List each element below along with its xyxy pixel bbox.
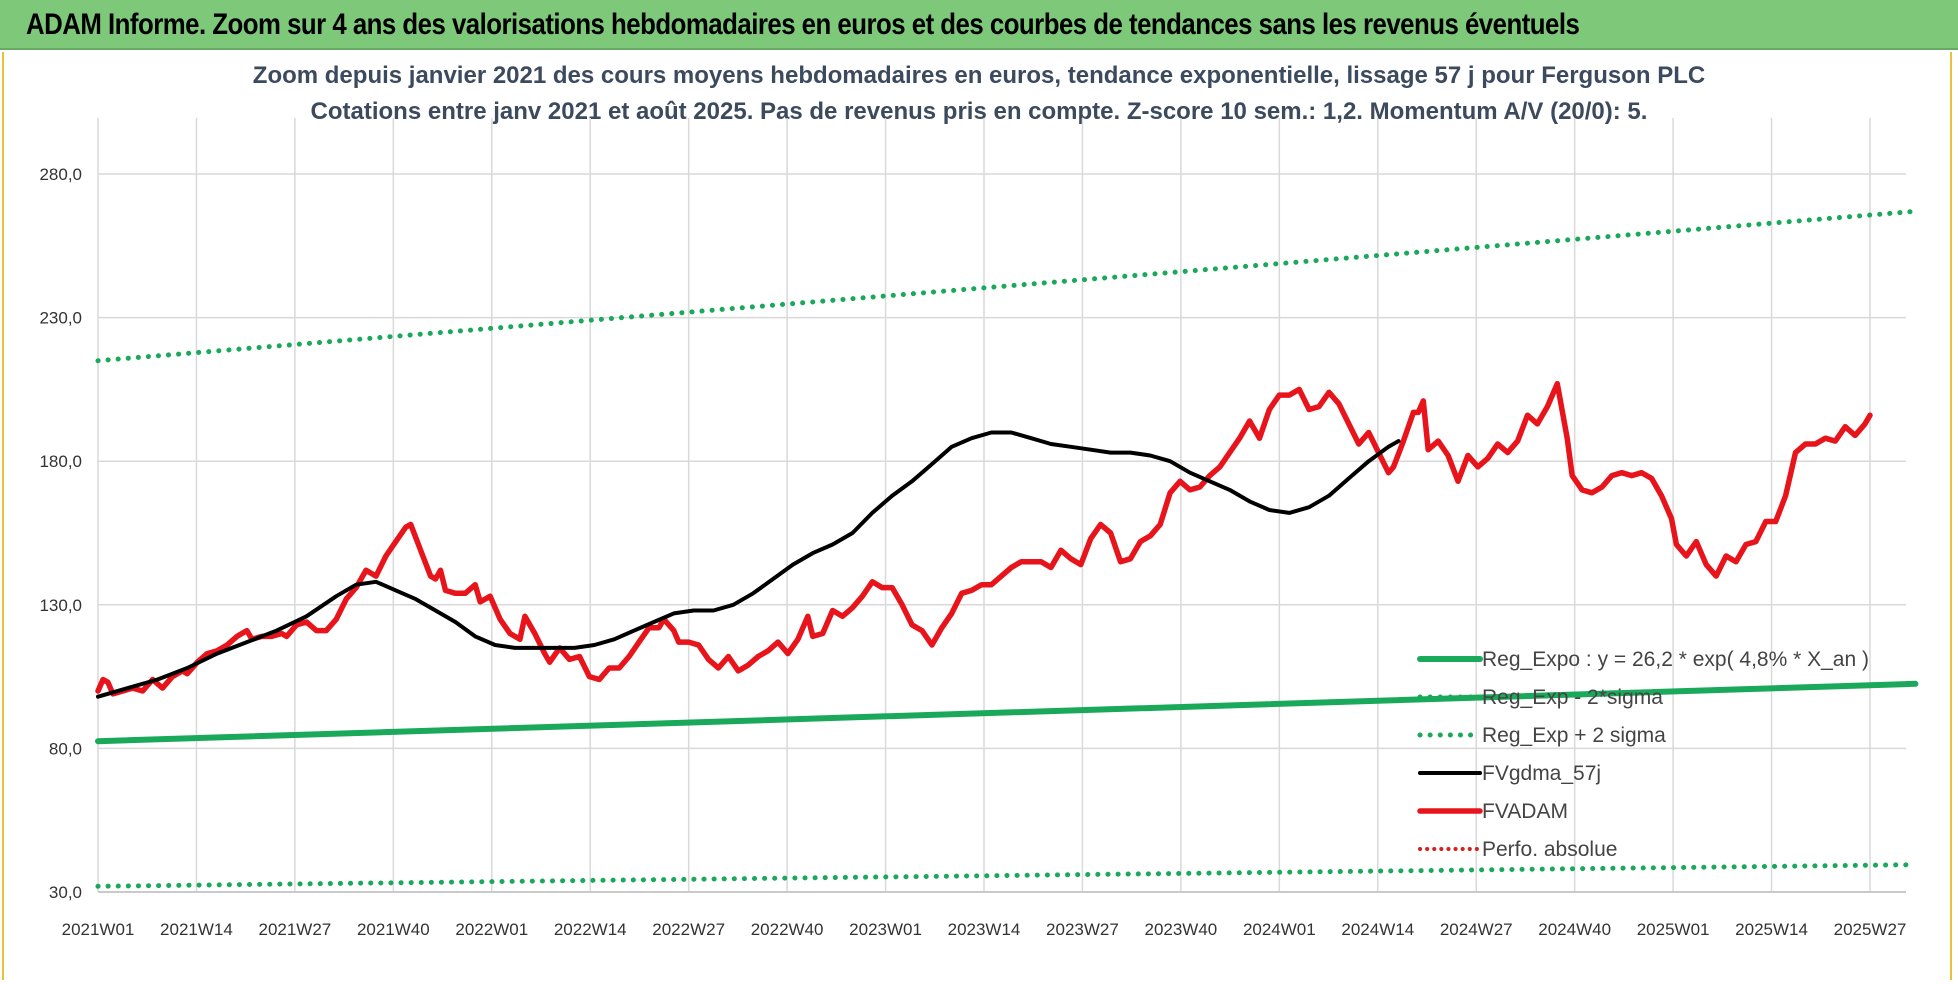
- x-tick-label: 2022W01: [455, 920, 528, 939]
- x-tick-label: 2022W14: [554, 920, 627, 939]
- legend-label: Reg_Exp + 2 sigma: [1482, 724, 1666, 747]
- chart-title: Zoom depuis janvier 2021 des cours moyen…: [252, 62, 1706, 89]
- legend-label: Reg_Expo : y = 26,2 * exp( 4,8% * X_an ): [1482, 648, 1869, 671]
- chart-frame: [2, 52, 1952, 980]
- legend-label: FVgdma_57j: [1482, 762, 1601, 785]
- x-tick-label: 2023W01: [849, 920, 922, 939]
- series-line-2: [95, 208, 1918, 364]
- x-tick-label: 2025W14: [1735, 920, 1808, 939]
- x-tick-label: 2021W27: [258, 920, 331, 939]
- x-tick-label: 2023W14: [948, 920, 1021, 939]
- legend-label: FVADAM: [1482, 800, 1568, 823]
- x-tick-label: 2021W40: [357, 920, 430, 939]
- series-line-4: [95, 380, 1873, 697]
- x-tick-label: 2024W14: [1341, 920, 1414, 939]
- legend-label: Reg_Exp - 2*sigma: [1482, 686, 1663, 709]
- x-tick-label: 2025W27: [1834, 920, 1907, 939]
- y-tick-label: 130,0: [39, 596, 82, 615]
- y-tick-label: 80,0: [49, 739, 82, 758]
- x-tick-label: 2023W40: [1144, 920, 1217, 939]
- x-tick-label: 2025W01: [1637, 920, 1710, 939]
- chart-subtitle: Cotations entre janv 2021 et août 2025. …: [310, 98, 1648, 125]
- y-tick-label: 30,0: [49, 883, 82, 902]
- series-line-0: [95, 680, 1919, 745]
- chart-series: [95, 208, 1919, 889]
- x-axis: 2021W01 2021W14 2021W27 2021W40 2022W01 2022W…: [62, 891, 1907, 939]
- x-tick-label: 2021W01: [62, 920, 135, 939]
- x-tick-label: 2021W14: [160, 920, 233, 939]
- x-tick-label: 2024W01: [1243, 920, 1316, 939]
- chart-legend: Reg_Expo : y = 26,2 * exp( 4,8% * X_an )…: [1417, 648, 1869, 861]
- y-tick-label: 280,0: [39, 165, 82, 184]
- y-axis: 30,0 80,0 130,0 180,0 230,0 280,0: [39, 165, 82, 902]
- series-line-1: [95, 862, 1918, 889]
- x-tick-label: 2024W40: [1538, 920, 1611, 939]
- x-tick-label: 2023W27: [1046, 920, 1119, 939]
- x-tick-label: 2024W27: [1440, 920, 1513, 939]
- title-banner: ADAM Informe. Zoom sur 4 ans des valoris…: [0, 0, 1958, 50]
- y-tick-label: 180,0: [39, 452, 82, 471]
- x-tick-label: 2022W40: [751, 920, 824, 939]
- legend-label: Perfo. absolue: [1482, 838, 1617, 861]
- y-tick-label: 230,0: [39, 309, 82, 328]
- x-tick-label: 2022W27: [652, 920, 725, 939]
- series-line-3: [96, 430, 1401, 699]
- banner-title: ADAM Informe. Zoom sur 4 ans des valoris…: [26, 8, 1580, 41]
